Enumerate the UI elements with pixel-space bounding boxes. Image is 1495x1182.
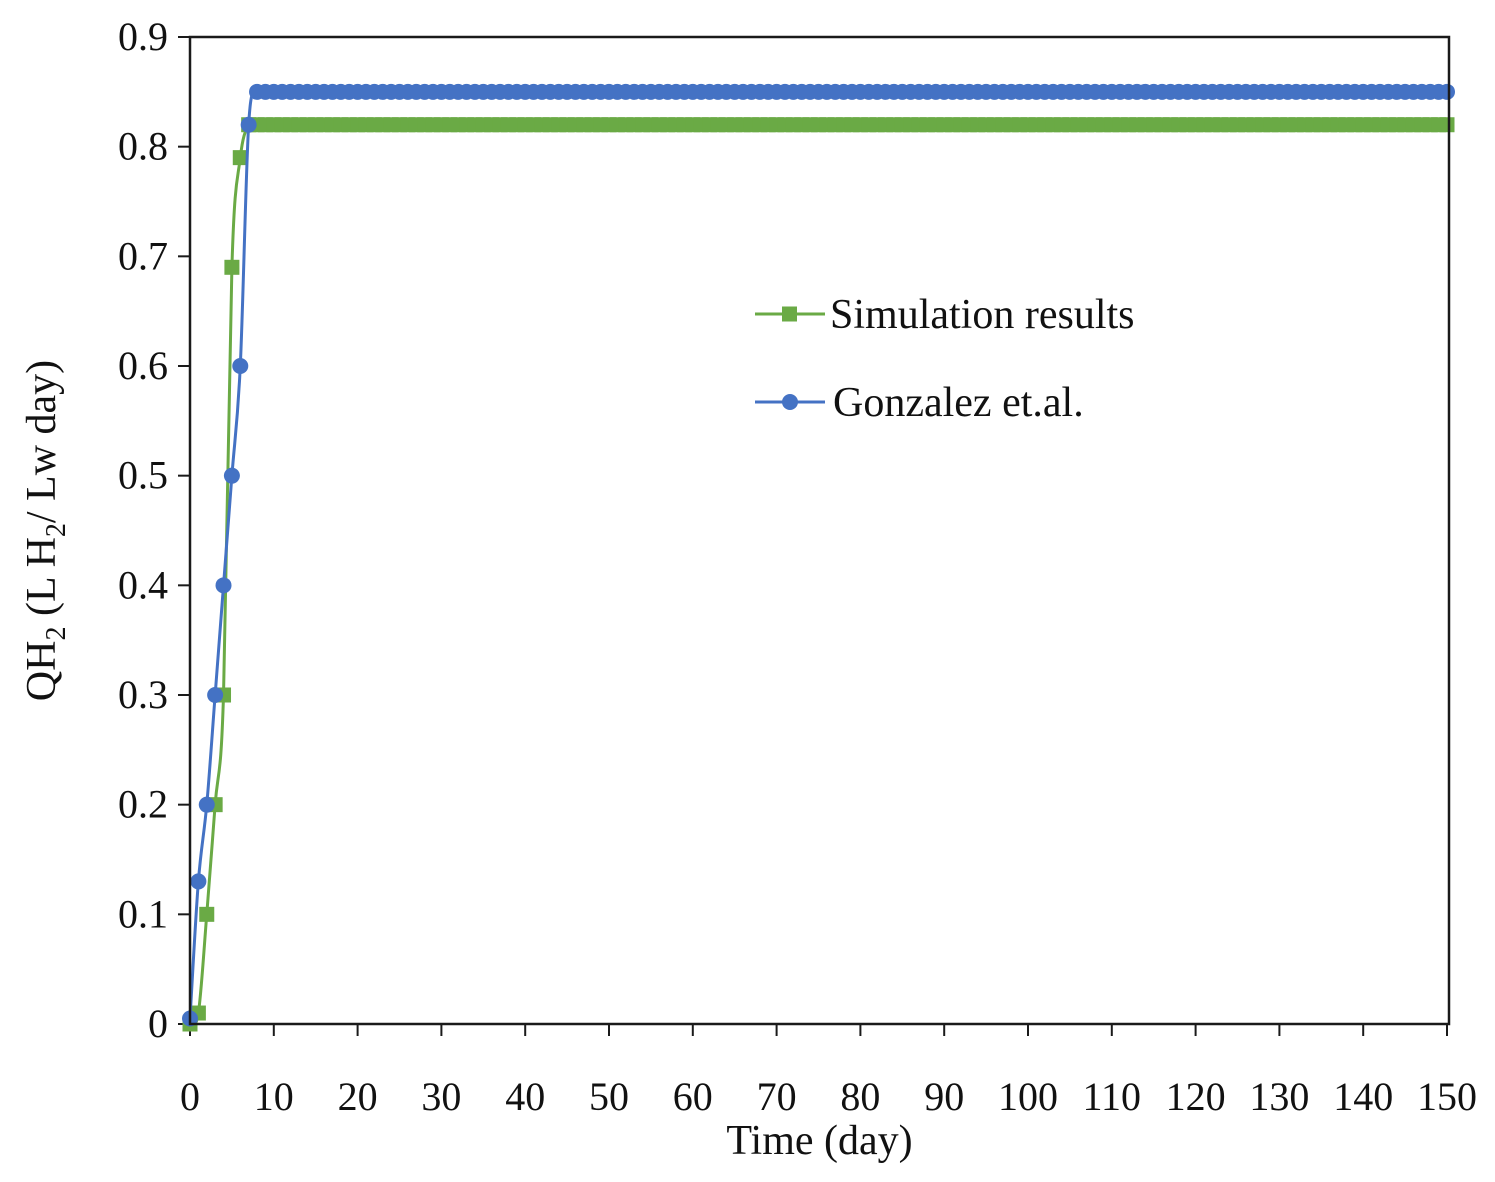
y-tick-label: 0.8 [118,124,168,169]
y-axis-title-suffix: / Lw day) [19,360,65,523]
x-tick-label: 50 [589,1074,629,1119]
legend-marker-simulation [782,306,797,322]
y-axis-title: QH2 (L H2/ Lw day) [19,360,72,701]
legend-label-gonzalez: Gonzalez et.al. [833,380,1084,426]
data-point-square [1439,117,1455,133]
x-tick-label: 60 [673,1074,713,1119]
legend-label-simulation: Simulation results [830,292,1135,338]
legend: Simulation results Gonzalez et.al. [755,292,1135,426]
data-point-circle [240,116,257,133]
x-axis-ticks: 0 10 20 30 40 50 60 70 80 90 100 110 120 130 140 150 [180,1024,1477,1119]
data-point-circle [190,873,207,890]
x-tick-label: 40 [505,1074,545,1119]
x-tick-label: 0 [180,1074,200,1119]
y-axis-title-middle: (L H [19,537,65,626]
x-tick-label: 120 [1166,1074,1226,1119]
data-point-circle [223,467,240,484]
data-point-circle [207,687,224,703]
plot-area-frame [188,35,1451,1026]
x-tick-label: 90 [924,1074,964,1119]
data-point-circle [232,358,249,374]
x-tick-label: 70 [757,1074,797,1119]
x-tick-label: 20 [338,1074,378,1119]
x-tick-label: 10 [254,1074,294,1119]
data-point-square [224,259,240,275]
y-tick-label: 0.7 [118,233,168,278]
series-layer [182,83,1455,1032]
x-tick-label: 150 [1417,1074,1477,1119]
x-tick-label: 30 [421,1074,461,1119]
x-tick-label: 80 [840,1074,880,1119]
x-tick-label: 100 [998,1074,1058,1119]
y-tick-label: 0.4 [118,562,168,607]
y-axis-title-prefix-subscript: 2 [41,627,72,641]
legend-marker-gonzalez [782,394,798,410]
y-tick-label: 0.3 [118,672,168,717]
y-axis-title-middle-subscript: 2 [41,523,72,537]
y-tick-label: 0.9 [118,14,168,59]
y-tick-label: 0.6 [118,343,168,388]
series-gonzalez [182,83,1455,1027]
x-tick-label: 130 [1249,1074,1309,1119]
data-point-circle [215,577,232,594]
x-tick-label: 110 [1083,1074,1142,1119]
y-tick-label: 0.2 [118,782,168,827]
y-tick-label: 0 [148,1001,168,1046]
y-axis-ticks: 0 0.1 0.2 0.3 0.4 0.5 0.6 0.7 0.8 0.9 [118,14,190,1046]
x-tick-label: 140 [1333,1074,1393,1119]
y-tick-label: 0.5 [118,453,168,498]
data-point-square [199,906,215,922]
data-point-circle [198,796,215,813]
y-axis-title-prefix: QH [19,641,65,702]
y-tick-label: 0.1 [118,891,168,936]
data-point-square [232,150,248,166]
data-point-circle [1439,83,1455,100]
x-axis-title: Time (day) [726,1118,912,1164]
